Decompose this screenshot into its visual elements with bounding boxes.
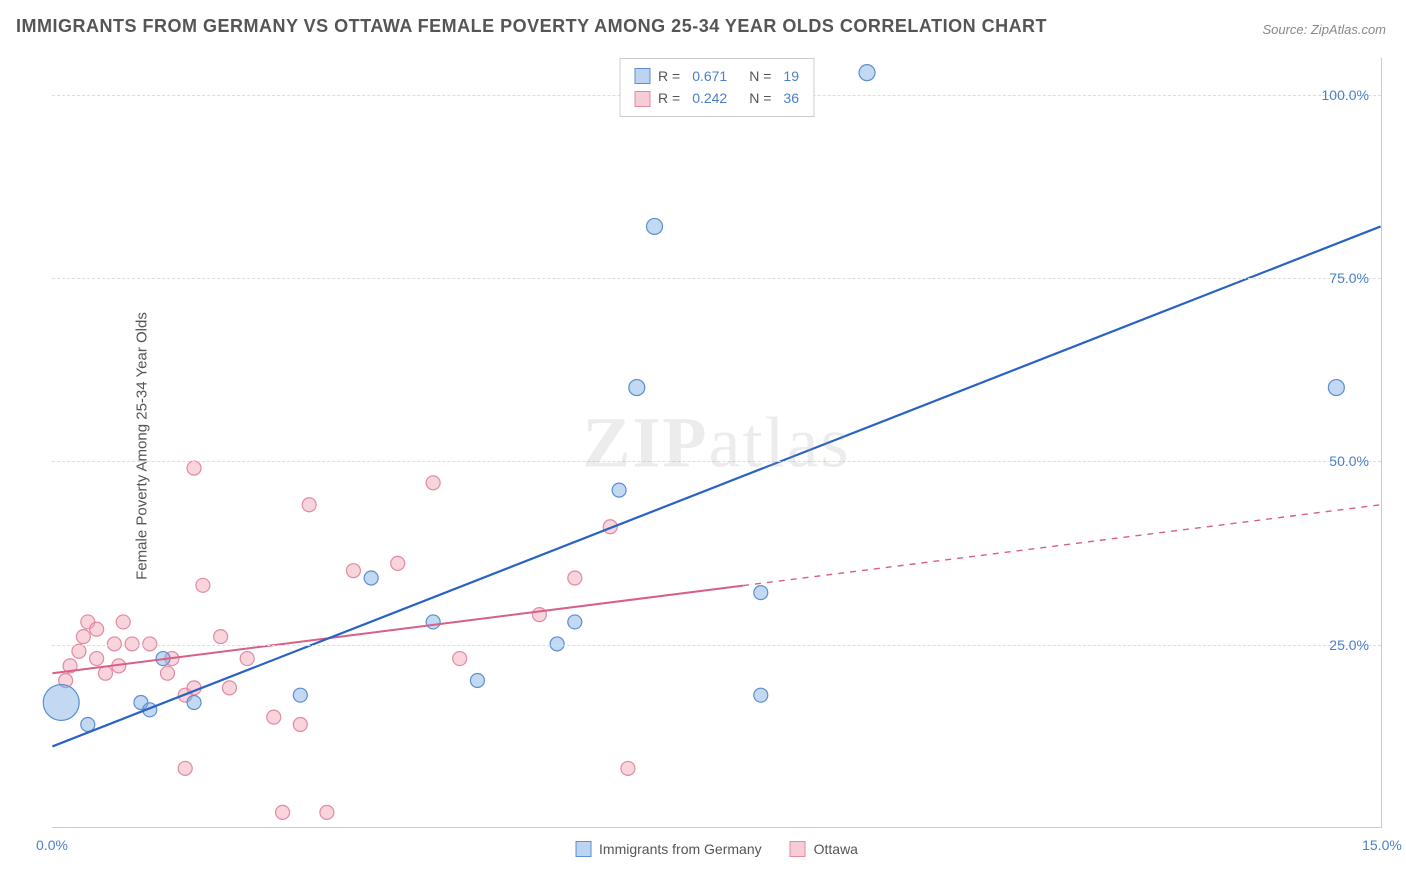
x-tick-label: 0.0% (36, 837, 68, 853)
plot-svg (52, 58, 1381, 827)
scatter-point (647, 218, 663, 234)
x-legend-germany: Immigrants from Germany (575, 841, 762, 857)
legend-n-label: N = (749, 87, 771, 109)
legend-swatch-germany (634, 68, 650, 84)
scatter-point (187, 461, 201, 475)
x-legend-label-ottawa: Ottawa (814, 841, 858, 857)
scatter-point (568, 571, 582, 585)
legend-r-label: R = (658, 87, 680, 109)
x-legend-swatch-ottawa (790, 841, 806, 857)
scatter-point (532, 608, 546, 622)
scatter-point (90, 622, 104, 636)
trend-line (52, 586, 743, 674)
gridline (52, 278, 1381, 279)
scatter-point (116, 615, 130, 629)
source-label: Source: ZipAtlas.com (1262, 22, 1386, 37)
x-tick-label: 15.0% (1362, 837, 1402, 853)
scatter-point (754, 586, 768, 600)
scatter-point (346, 564, 360, 578)
scatter-point (320, 805, 334, 819)
scatter-point (276, 805, 290, 819)
scatter-point (1328, 380, 1344, 396)
plot-area: R = 0.671 N = 19 R = 0.242 N = 36 ZIPatl… (52, 58, 1382, 828)
scatter-point (76, 630, 90, 644)
y-tick-label: 25.0% (1329, 637, 1369, 653)
chart-container: IMMIGRANTS FROM GERMANY VS OTTAWA FEMALE… (0, 0, 1406, 892)
gridline (52, 461, 1381, 462)
x-legend-label-germany: Immigrants from Germany (599, 841, 762, 857)
y-tick-label: 75.0% (1329, 270, 1369, 286)
scatter-point (214, 630, 228, 644)
scatter-point (99, 666, 113, 680)
scatter-point (240, 652, 254, 666)
scatter-point (267, 710, 281, 724)
legend-n-germany: 19 (783, 65, 799, 87)
trend-line (52, 226, 1380, 746)
legend-row-ottawa: R = 0.242 N = 36 (634, 87, 799, 109)
legend-n-label: N = (749, 65, 771, 87)
scatter-point (43, 685, 79, 721)
x-legend-ottawa: Ottawa (790, 841, 858, 857)
legend-r-label: R = (658, 65, 680, 87)
scatter-point (470, 674, 484, 688)
scatter-point (196, 578, 210, 592)
legend-swatch-ottawa (634, 91, 650, 107)
scatter-point (391, 556, 405, 570)
legend-r-germany: 0.671 (692, 65, 727, 87)
x-legend-swatch-germany (575, 841, 591, 857)
scatter-point (222, 681, 236, 695)
scatter-point (90, 652, 104, 666)
chart-title: IMMIGRANTS FROM GERMANY VS OTTAWA FEMALE… (16, 16, 1047, 37)
scatter-point (72, 644, 86, 658)
trend-line-dashed (743, 505, 1381, 586)
scatter-point (178, 761, 192, 775)
scatter-point (426, 476, 440, 490)
legend-r-ottawa: 0.242 (692, 87, 727, 109)
gridline (52, 645, 1381, 646)
scatter-point (859, 65, 875, 81)
scatter-point (293, 717, 307, 731)
correlation-legend: R = 0.671 N = 19 R = 0.242 N = 36 (619, 58, 814, 117)
scatter-point (293, 688, 307, 702)
scatter-point (160, 666, 174, 680)
scatter-point (453, 652, 467, 666)
scatter-point (81, 717, 95, 731)
y-tick-label: 100.0% (1322, 87, 1369, 103)
scatter-point (302, 498, 316, 512)
scatter-point (568, 615, 582, 629)
legend-row-germany: R = 0.671 N = 19 (634, 65, 799, 87)
scatter-point (364, 571, 378, 585)
legend-n-ottawa: 36 (783, 87, 799, 109)
scatter-point (629, 380, 645, 396)
scatter-point (754, 688, 768, 702)
x-axis-legend: Immigrants from Germany Ottawa (575, 841, 858, 857)
scatter-point (426, 615, 440, 629)
scatter-point (187, 696, 201, 710)
scatter-point (621, 761, 635, 775)
scatter-point (612, 483, 626, 497)
y-tick-label: 50.0% (1329, 453, 1369, 469)
